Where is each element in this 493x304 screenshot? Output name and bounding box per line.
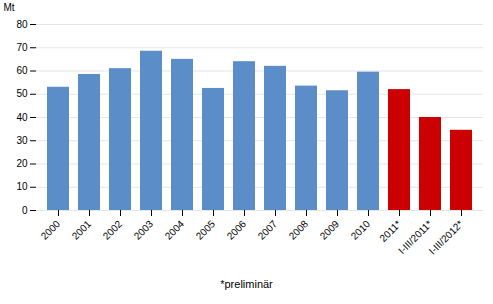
svg-text:2009: 2009: [318, 218, 342, 242]
svg-text:2007: 2007: [256, 218, 280, 242]
svg-text:60: 60: [16, 65, 28, 76]
svg-text:2006: 2006: [225, 218, 249, 242]
svg-text:20: 20: [16, 158, 28, 169]
svg-text:2011*: 2011*: [377, 218, 403, 244]
svg-text:10: 10: [16, 181, 28, 192]
svg-text:70: 70: [16, 42, 28, 53]
svg-text:2004: 2004: [163, 218, 187, 242]
svg-text:2002: 2002: [101, 218, 125, 242]
svg-text:2008: 2008: [287, 218, 311, 242]
svg-text:2003: 2003: [132, 218, 156, 242]
svg-text:2001: 2001: [70, 218, 94, 242]
svg-text:2005: 2005: [194, 218, 218, 242]
svg-text:2010: 2010: [349, 218, 373, 242]
svg-text:80: 80: [16, 19, 28, 30]
svg-text:40: 40: [16, 112, 28, 123]
svg-text:Mt: Mt: [4, 2, 15, 13]
svg-text:0: 0: [22, 205, 28, 216]
svg-text:I-III/2012*: I-III/2012*: [427, 218, 466, 257]
svg-text:I-III/2011*: I-III/2011*: [396, 218, 435, 257]
svg-text:50: 50: [16, 88, 28, 99]
svg-text:30: 30: [16, 135, 28, 146]
svg-text:2000: 2000: [39, 218, 63, 242]
html-text:*preliminär: *preliminär: [220, 278, 273, 290]
